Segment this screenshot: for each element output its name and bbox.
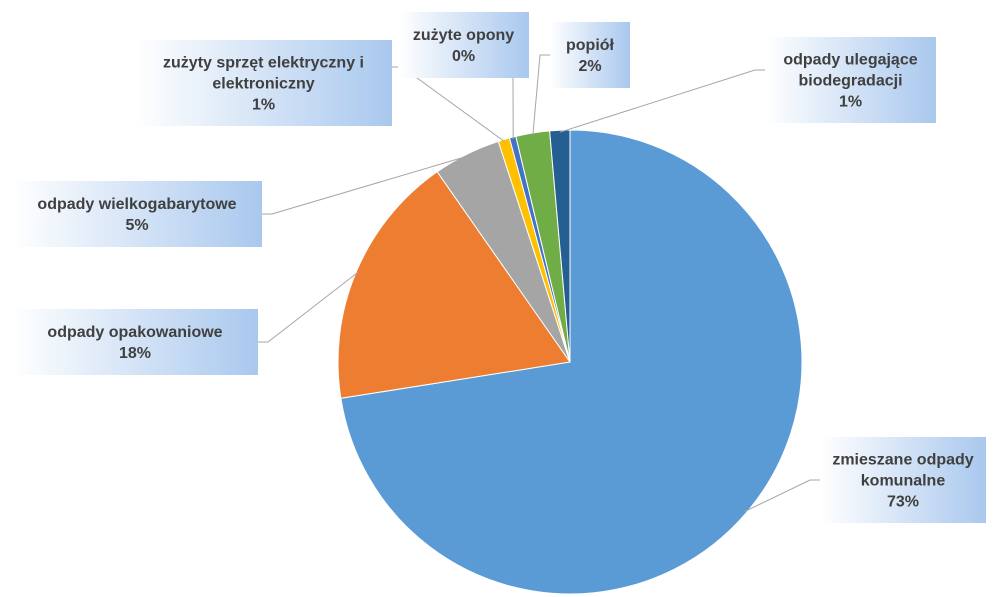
pie-slices	[337, 129, 803, 595]
data-label: popiół 2%	[550, 22, 630, 88]
leader-lines	[258, 54, 820, 512]
data-label-box	[12, 309, 258, 375]
data-label: odpady opakowaniowe 18%	[12, 309, 258, 375]
data-label-category: zużyty sprzęt elektryczny i	[163, 55, 364, 72]
leader-line	[262, 155, 468, 215]
data-label-value: 0%	[452, 48, 475, 65]
data-label-category: zużyte opony	[413, 27, 514, 44]
data-label-box	[820, 437, 986, 523]
data-label-value: 2%	[578, 58, 601, 75]
leader-line	[559, 69, 765, 133]
data-label: zużyty sprzęt elektryczny i elektroniczny…	[135, 40, 392, 126]
data-label-category: komunalne	[861, 473, 946, 490]
data-label-box	[550, 22, 630, 88]
data-label-category: zmieszane odpady	[832, 452, 973, 469]
pie-slice	[340, 129, 803, 595]
pie-slice	[549, 129, 571, 363]
data-label: odpady wielkogabarytowe 5%	[12, 181, 262, 247]
data-label-box	[765, 37, 936, 123]
data-label-category: popiół	[566, 37, 615, 54]
data-label-category: elektroniczny	[212, 76, 314, 93]
leader-line	[532, 54, 550, 136]
data-label: zużyte opony 0%	[398, 12, 529, 78]
data-label: odpady ulegające biodegradacji 1%	[765, 37, 936, 123]
data-label-category: biodegradacji	[798, 73, 902, 90]
data-label-value: 73%	[887, 494, 919, 511]
data-label-value: 1%	[252, 97, 275, 114]
data-label-box	[398, 12, 529, 78]
data-label-value: 1%	[839, 94, 862, 111]
data-label-category: odpady opakowaniowe	[47, 324, 222, 341]
data-label-box	[12, 181, 262, 247]
data-label-category: odpady wielkogabarytowe	[37, 196, 236, 213]
data-labels: zmieszane odpady komunalne 73% odpady opako…	[12, 12, 986, 523]
data-label-category: odpady ulegające	[783, 52, 917, 69]
leader-line	[744, 479, 820, 512]
pie-slice	[337, 171, 571, 399]
data-label-box	[135, 40, 392, 126]
data-label: zmieszane odpady komunalne 73%	[820, 437, 986, 523]
leader-line	[258, 271, 359, 343]
leader-line	[392, 66, 505, 142]
data-label-value: 5%	[125, 217, 148, 234]
data-label-value: 18%	[119, 345, 151, 362]
